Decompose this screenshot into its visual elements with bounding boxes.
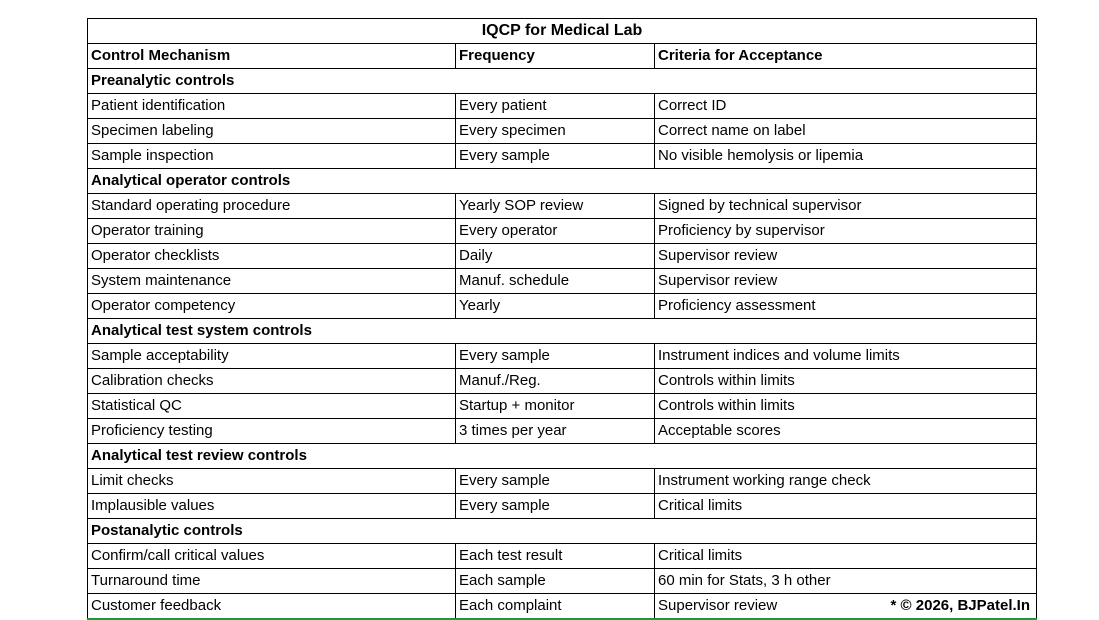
table-cell: Calibration checks [87, 368, 456, 394]
table-row: Proficiency testing 3 times per year Accep… [87, 418, 1037, 444]
section-row: Analytical operator controls [87, 168, 1037, 194]
table-cell: Every specimen [455, 118, 655, 144]
table-row: Standard operating procedure Yearly SOP r… [87, 193, 1037, 219]
table-cell-text: Supervisor review [658, 597, 778, 614]
table-cell: Sample acceptability [87, 343, 456, 369]
table-row: Operator checklists Daily Supervisor revie… [87, 243, 1037, 269]
section-row: Preanalytic controls [87, 68, 1037, 94]
table-cell: Correct ID [654, 93, 1037, 119]
table-cell: Every patient [455, 93, 655, 119]
table-cell: Proficiency by supervisor [654, 218, 1037, 244]
table-cell: 3 times per year [455, 418, 655, 444]
table-row: Patient identification Every patient Corre… [87, 93, 1037, 119]
table-row: Specimen labeling Every specimen Correct n… [87, 118, 1037, 144]
table-cell: Supervisor review [654, 268, 1037, 294]
iqcp-table-container: IQCP for Medical Lab Control Mechanism F… [87, 18, 1037, 620]
section-row: Analytical test system controls [87, 318, 1037, 344]
table-cell: Controls within limits [654, 368, 1037, 394]
table-cell: Patient identification [87, 93, 456, 119]
table-cell: Operator competency [87, 293, 456, 319]
title-row: IQCP for Medical Lab [87, 18, 1037, 44]
table-cell: Controls within limits [654, 393, 1037, 419]
table-cell: Every sample [455, 143, 655, 169]
table-cell: Proficiency testing [87, 418, 456, 444]
section-header: Analytical test system controls [87, 318, 1037, 344]
table-cell: Every sample [455, 343, 655, 369]
table-cell: Manuf./Reg. [455, 368, 655, 394]
table-cell: Daily [455, 243, 655, 269]
table-cell: Operator checklists [87, 243, 456, 269]
table-cell: Critical limits [654, 543, 1037, 569]
table-row: Sample inspection Every sample No visible … [87, 143, 1037, 169]
table-cell: Each test result [455, 543, 655, 569]
table-cell: Proficiency assessment [654, 293, 1037, 319]
table-cell: Specimen labeling [87, 118, 456, 144]
table-cell: Confirm/call critical values [87, 543, 456, 569]
table-cell: 60 min for Stats, 3 h other [654, 568, 1037, 594]
table-cell: Instrument indices and volume limits [654, 343, 1037, 369]
table-cell: Supervisor review [654, 243, 1037, 269]
table-row: Turnaround time Each sample 60 min for Sta… [87, 568, 1037, 594]
table-cell: Sample inspection [87, 143, 456, 169]
column-header-frequency: Frequency [455, 43, 655, 69]
table-row: Limit checks Every sample Instrument worki… [87, 468, 1037, 494]
table-cell: Every sample [455, 493, 655, 519]
table-title: IQCP for Medical Lab [87, 18, 1037, 44]
table-body: Preanalytic controls Patient identificati… [87, 68, 1037, 620]
table-cell: Implausible values [87, 493, 456, 519]
table-cell: Each sample [455, 568, 655, 594]
table-cell: Manuf. schedule [455, 268, 655, 294]
table-row: Operator training Every operator Proficien… [87, 218, 1037, 244]
table-cell: Yearly [455, 293, 655, 319]
table-cell: Signed by technical supervisor [654, 193, 1037, 219]
table-cell: Standard operating procedure [87, 193, 456, 219]
table-cell: Acceptable scores [654, 418, 1037, 444]
header-row: Control Mechanism Frequency Criteria for… [87, 43, 1037, 69]
section-header: Analytical test review controls [87, 443, 1037, 469]
table-row: Sample acceptability Every sample Instrume… [87, 343, 1037, 369]
table-row: Operator competency Yearly Proficiency ass… [87, 293, 1037, 319]
table-cell: Every operator [455, 218, 655, 244]
section-header: Postanalytic controls [87, 518, 1037, 544]
column-header-control-mechanism: Control Mechanism [87, 43, 456, 69]
table-row: Calibration checks Manuf./Reg. Controls wi… [87, 368, 1037, 394]
table-cell: System maintenance [87, 268, 456, 294]
table-cell: Critical limits [654, 493, 1037, 519]
table-cell: Supervisor review * © 2026, BJPatel.In [655, 594, 1036, 618]
table-cell: Operator training [87, 218, 456, 244]
table-cell: Instrument working range check [654, 468, 1037, 494]
table-cell: Limit checks [87, 468, 456, 494]
table-cell: Statistical QC [87, 393, 456, 419]
table-cell: Customer feedback [87, 593, 456, 620]
table-row: Implausible values Every sample Critical l… [87, 493, 1037, 519]
table-cell: Startup + monitor [455, 393, 655, 419]
column-header-criteria-for-acceptance: Criteria for Acceptance [654, 43, 1037, 69]
table-cell: Turnaround time [87, 568, 456, 594]
table-cell: Correct name on label [654, 118, 1037, 144]
section-row: Analytical test review controls [87, 443, 1037, 469]
table-row: Statistical QC Startup + monitor Controls … [87, 393, 1037, 419]
section-header: Preanalytic controls [87, 68, 1037, 94]
table-cell: No visible hemolysis or lipemia [654, 143, 1037, 169]
section-header: Analytical operator controls [87, 168, 1037, 194]
table-row: System maintenance Manuf. schedule Supervi… [87, 268, 1037, 294]
iqcp-table: IQCP for Medical Lab Control Mechanism F… [87, 18, 1037, 620]
table-row: Confirm/call critical values Each test re… [87, 543, 1037, 569]
table-row: Customer feedback Each complaint Superviso… [87, 593, 1037, 620]
section-row: Postanalytic controls [87, 518, 1037, 544]
table-cell: Every sample [455, 468, 655, 494]
copyright-note: * © 2026, BJPatel.In [890, 597, 1030, 614]
table-cell: Yearly SOP review [455, 193, 655, 219]
table-cell: Each complaint [455, 593, 655, 620]
